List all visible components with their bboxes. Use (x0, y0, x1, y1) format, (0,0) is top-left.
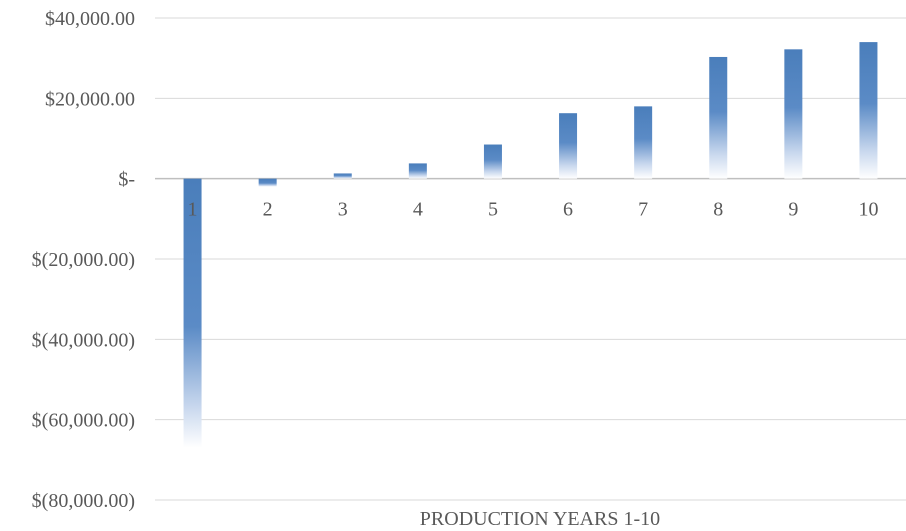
x-category-label: 1 (188, 199, 198, 221)
y-tick-label: $20,000.00 (45, 88, 135, 110)
y-tick-label: $(40,000.00) (32, 329, 135, 351)
x-category-label: 10 (858, 199, 878, 221)
x-axis-category-labels: 1 2 3 4 5 6 7 8 9 10 (188, 199, 879, 221)
bars (183, 42, 878, 448)
y-tick-label: $(20,000.00) (32, 249, 135, 271)
bar-year-10 (859, 42, 878, 179)
x-category-label: 5 (488, 199, 498, 221)
bar-year-8 (709, 56, 728, 179)
y-axis-tick-labels: $40,000.00 $20,000.00 $- $(20,000.00) $(40,0… (32, 8, 135, 512)
x-axis-title: PRODUCTION YEARS 1-10 (420, 508, 660, 530)
bar-year-2 (258, 178, 277, 187)
gridlines (155, 17, 906, 501)
x-category-label: 9 (788, 199, 798, 221)
x-category-label: 7 (638, 199, 648, 221)
x-category-label: 4 (413, 199, 423, 221)
x-category-label: 6 (563, 199, 573, 221)
x-category-label: 3 (338, 199, 348, 221)
bar-year-3 (333, 173, 352, 179)
y-tick-label: $40,000.00 (45, 8, 135, 30)
x-category-label: 2 (263, 199, 273, 221)
bar-year-1 (183, 178, 202, 448)
bar-year-4 (408, 163, 427, 179)
bar-year-5 (483, 144, 502, 179)
y-tick-label: $- (118, 169, 135, 191)
bar-year-7 (634, 106, 653, 179)
x-category-label: 8 (713, 199, 723, 221)
y-tick-label: $(60,000.00) (32, 410, 135, 432)
bar-year-9 (784, 49, 803, 179)
bar-year-6 (559, 113, 578, 179)
y-tick-label: $(80,000.00) (32, 490, 135, 512)
